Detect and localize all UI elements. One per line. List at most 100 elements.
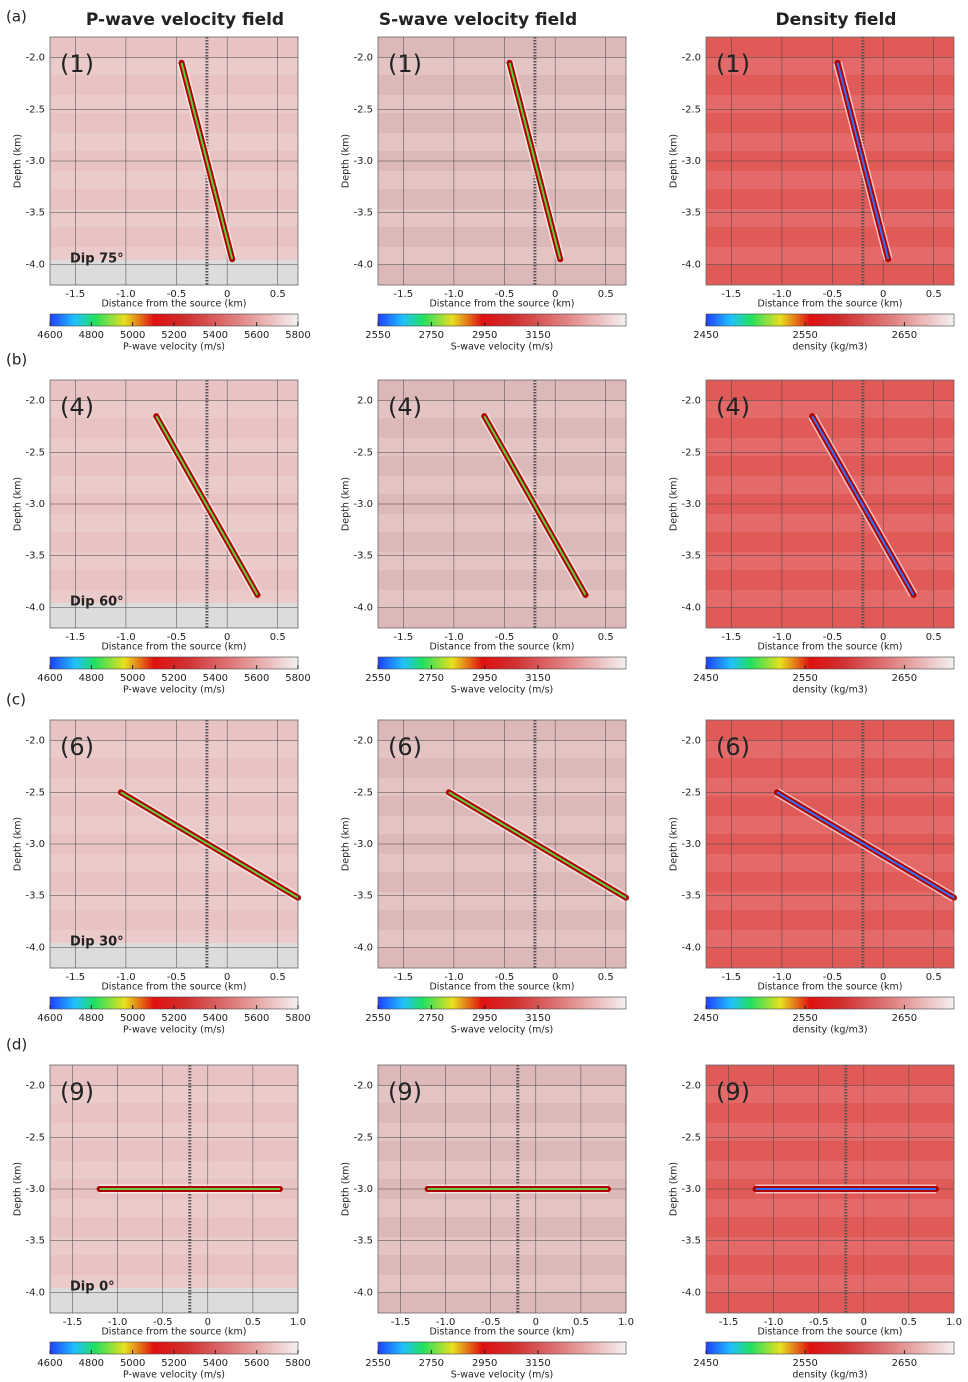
field-band [50, 1199, 298, 1217]
colorbar-label: P-wave velocity (m/s) [123, 342, 225, 353]
panel: -1.5 -1.0 -0.5 0 0.5 -2.0 -2.5 -3.0 -3.5 -4.0 (1) D… [341, 36, 627, 353]
panel-number: (6) [716, 733, 750, 761]
panel: -1.5 -1.0 -0.5 0 0.5 1.0 -2.0 -2.5 -3.0 -3.5 -4.0 (… [341, 1064, 634, 1381]
panel-number: (1) [388, 50, 422, 78]
field-band [50, 1161, 298, 1179]
field-band [50, 95, 298, 113]
x-tick-label: 0 [224, 289, 230, 300]
colorbar-tick-label: 5000 [120, 1013, 145, 1024]
x-tick-label: -0.5 [823, 972, 843, 983]
field-band [50, 400, 298, 418]
field-band [50, 778, 298, 796]
x-tick-label: -1.5 [722, 632, 742, 643]
field-band [378, 171, 626, 189]
x-tick-label: -1.5 [66, 289, 86, 300]
colorbar [705, 313, 955, 327]
colorbar-tick-label: 2550 [792, 330, 817, 341]
y-tick-label: -3.5 [681, 891, 701, 902]
colorbar [705, 996, 955, 1010]
y-tick-label: -3.0 [681, 1184, 701, 1195]
panel-frame [49, 379, 299, 629]
field-band [706, 476, 954, 494]
field-band [706, 247, 954, 265]
y-tick-label: -4.0 [353, 1287, 373, 1298]
x-axis-label: Distance from the source (km) [429, 299, 574, 310]
y-tick-label: -3.0 [353, 156, 373, 167]
y-tick-label: -4.0 [353, 259, 373, 270]
field-band [50, 57, 298, 75]
field-band [706, 1199, 954, 1217]
panel: -1.5 -1.0 -0.5 0 0.5 -2.0 -2.5 -3.0 -3.5 -4.0 (4) D… [669, 379, 955, 696]
field-band [378, 133, 626, 151]
x-tick-label: -1.5 [394, 972, 414, 983]
field-band [706, 778, 954, 796]
y-tick-label: -4.0 [681, 602, 701, 613]
y-tick-label: -3.0 [681, 499, 701, 510]
x-tick-label: -0.5 [809, 1317, 829, 1328]
y-tick-label: -3.5 [353, 891, 373, 902]
field-band [706, 892, 954, 910]
y-axis-label: Depth (km) [13, 477, 24, 531]
x-axis-label: Distance from the source (km) [101, 982, 246, 993]
colorbar-tick-label: 2450 [693, 1013, 718, 1024]
y-tick-label: -3.5 [25, 208, 45, 219]
x-tick-label: 0.5 [598, 632, 614, 643]
y-tick-label: -2.5 [681, 447, 701, 458]
colorbar-tick-label: 2450 [693, 1358, 718, 1369]
colorbar-tick-label: 5600 [244, 1358, 269, 1369]
colorbar-tick-label: 3150 [525, 1013, 550, 1024]
field-band [378, 1085, 626, 1103]
field-band [378, 1237, 626, 1255]
panel-number: (9) [60, 1078, 94, 1106]
x-tick-label: -1.5 [719, 1317, 739, 1328]
x-tick-label: 0 [224, 972, 230, 983]
fault-core [508, 62, 562, 260]
colorbar-tick-label: 2650 [892, 330, 917, 341]
panel: -1.5 -1.0 -0.5 0 0.5 -2.0 -2.5 -3.0 -3.5 -4.0 (1) D… [669, 36, 955, 353]
colorbar-tick-label: 2450 [693, 330, 718, 341]
panel: -1.5 -1.0 -0.5 0 0.5 -2.0 -2.5 -3.0 -3.5 -4.0 (4) D… [13, 379, 311, 696]
fault-core [776, 791, 955, 899]
x-tick-label: 0.5 [598, 972, 614, 983]
panel-number: (1) [716, 50, 750, 78]
panel-number: (9) [716, 1078, 750, 1106]
y-tick-label: -4.0 [25, 942, 45, 953]
field-band [378, 778, 626, 796]
y-tick-label: -2.0 [25, 1081, 45, 1092]
y-tick-label: -2.5 [353, 104, 373, 115]
colorbar-label: S-wave velocity (m/s) [451, 342, 554, 353]
field-band [706, 740, 954, 758]
field-band [378, 552, 626, 570]
x-tick-label: -0.5 [823, 632, 843, 643]
field-band [378, 57, 626, 75]
colorbar-tick-label: 2950 [472, 673, 497, 684]
y-tick-label: -3.5 [25, 891, 45, 902]
field-band [378, 400, 626, 418]
field-band [706, 1161, 954, 1179]
x-tick-label: -0.5 [481, 1317, 501, 1328]
y-axis-label: Depth (km) [341, 1162, 352, 1216]
x-tick-label: 0 [880, 972, 886, 983]
field-band [706, 171, 954, 189]
x-tick-label: -0.5 [153, 1317, 173, 1328]
fault-core [180, 62, 234, 260]
x-axis-label: Distance from the source (km) [757, 1327, 902, 1338]
y-tick-label: -2.5 [25, 104, 45, 115]
row-label: (b) [6, 351, 27, 369]
colorbar-tick-label: 2550 [365, 330, 390, 341]
x-tick-label: 0.5 [245, 1317, 261, 1328]
x-tick-label: 0 [880, 632, 886, 643]
panel-number: (4) [388, 393, 422, 421]
panel-frame [705, 719, 955, 969]
x-tick-label: -1.5 [63, 1317, 83, 1328]
colorbar-label: S-wave velocity (m/s) [451, 1370, 554, 1381]
y-tick-label: -4.0 [25, 602, 45, 613]
y-tick-label: -2.0 [681, 53, 701, 64]
x-tick-label: 0.5 [926, 289, 942, 300]
field-band [50, 171, 298, 189]
y-tick-label: -4.0 [25, 1287, 45, 1298]
field-band [378, 209, 626, 227]
y-tick-label: -3.5 [353, 551, 373, 562]
colorbar-tick-label: 2550 [365, 673, 390, 684]
